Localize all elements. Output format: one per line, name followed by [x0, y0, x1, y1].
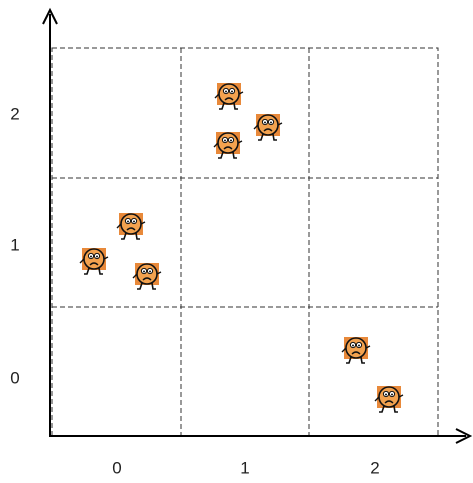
y-label: 1	[10, 235, 19, 254]
creature	[214, 82, 244, 110]
x-label: 0	[112, 458, 121, 477]
x-label: 1	[240, 458, 249, 477]
creature	[213, 131, 243, 159]
grid-border	[51, 47, 439, 437]
x-label: 2	[370, 458, 379, 477]
y-label: 0	[10, 368, 19, 387]
y-axis-arrow	[42, 7, 58, 25]
x-axis-arrow	[455, 428, 473, 444]
creature	[374, 385, 404, 413]
creature	[132, 262, 162, 290]
creature	[253, 113, 283, 141]
creature	[116, 212, 146, 240]
y-label: 2	[10, 104, 19, 123]
creature	[341, 336, 371, 364]
creature	[79, 247, 109, 275]
